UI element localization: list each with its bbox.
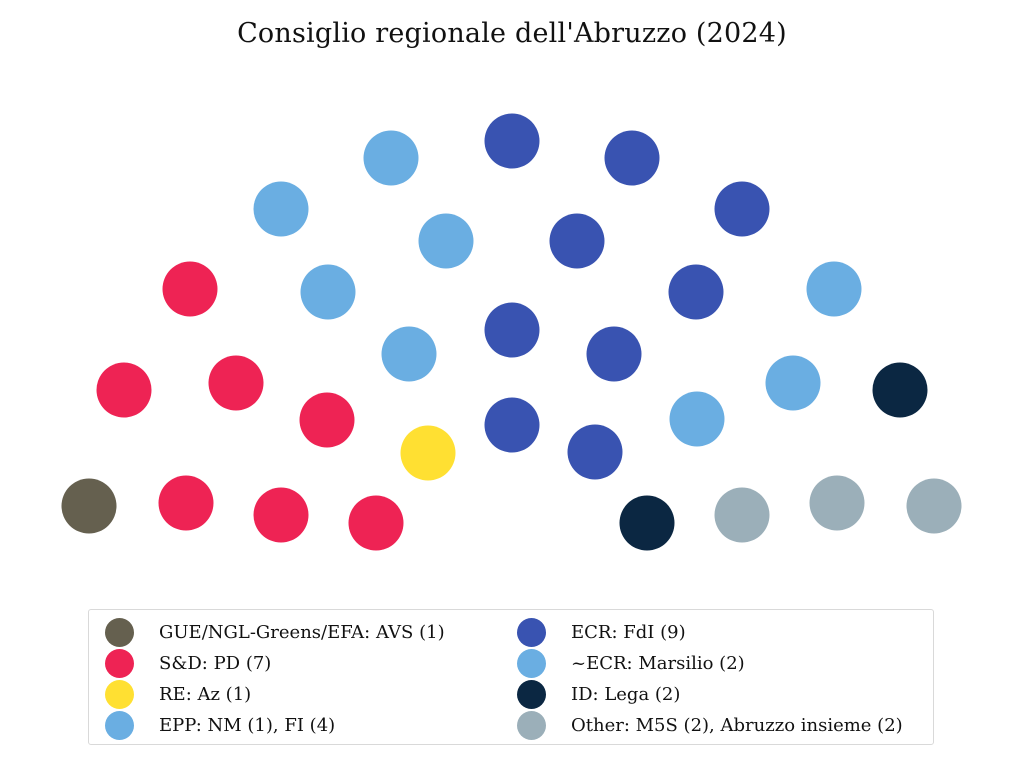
parliament-chart xyxy=(61,113,962,551)
seat xyxy=(363,130,419,186)
legend-swatch xyxy=(517,680,546,709)
seat xyxy=(809,475,865,531)
seat xyxy=(484,302,540,358)
legend-item: S&D: PD (7) xyxy=(105,648,445,679)
seat xyxy=(484,113,540,169)
legend-item: ID: Lega (2) xyxy=(517,679,903,710)
legend-item: GUE/NGL-Greens/EFA: AVS (1) xyxy=(105,617,445,648)
legend-label: S&D: PD (7) xyxy=(159,653,272,674)
seat xyxy=(669,391,725,447)
chart-legend: GUE/NGL-Greens/EFA: AVS (1) S&D: PD (7) RE… xyxy=(88,609,934,745)
legend-label: EPP: NM (1), FI (4) xyxy=(159,715,336,736)
legend-swatch xyxy=(517,649,546,678)
seat xyxy=(484,397,540,453)
seat xyxy=(348,495,404,551)
seat xyxy=(96,362,152,418)
seat xyxy=(604,130,660,186)
legend-label: RE: Az (1) xyxy=(159,684,252,705)
seat xyxy=(714,181,770,237)
seat xyxy=(253,181,309,237)
seat xyxy=(619,495,675,551)
seat xyxy=(872,362,928,418)
seat xyxy=(61,478,117,534)
legend-column-left: GUE/NGL-Greens/EFA: AVS (1) S&D: PD (7) RE… xyxy=(105,617,445,741)
legend-item: ~ECR: Marsilio (2) xyxy=(517,648,903,679)
legend-item: RE: Az (1) xyxy=(105,679,445,710)
legend-label: ID: Lega (2) xyxy=(571,684,681,705)
seat xyxy=(253,487,309,543)
seat xyxy=(714,487,770,543)
legend-swatch xyxy=(105,649,134,678)
seat xyxy=(162,261,218,317)
legend-label: ECR: FdI (9) xyxy=(571,622,686,643)
seat xyxy=(299,392,355,448)
seat xyxy=(381,326,437,382)
legend-swatch xyxy=(517,711,546,740)
legend-label: ~ECR: Marsilio (2) xyxy=(571,653,745,674)
seat xyxy=(300,264,356,320)
seat xyxy=(158,475,214,531)
seat xyxy=(586,326,642,382)
seat xyxy=(806,261,862,317)
legend-item: Other: M5S (2), Abruzzo insieme (2) xyxy=(517,710,903,741)
seat xyxy=(668,264,724,320)
seat xyxy=(418,213,474,269)
legend-item: EPP: NM (1), FI (4) xyxy=(105,710,445,741)
legend-swatch xyxy=(517,618,546,647)
legend-swatch xyxy=(105,618,134,647)
seat xyxy=(906,478,962,534)
seat xyxy=(567,424,623,480)
seat xyxy=(549,213,605,269)
seat xyxy=(765,355,821,411)
legend-swatch xyxy=(105,711,134,740)
legend-swatch xyxy=(105,680,134,709)
legend-label: GUE/NGL-Greens/EFA: AVS (1) xyxy=(159,622,445,643)
seat xyxy=(400,425,456,481)
legend-label: Other: M5S (2), Abruzzo insieme (2) xyxy=(571,715,903,736)
chart-title: Consiglio regionale dell'Abruzzo (2024) xyxy=(237,18,787,49)
legend-item: ECR: FdI (9) xyxy=(517,617,903,648)
legend-column-right: ECR: FdI (9) ~ECR: Marsilio (2) ID: Lega (… xyxy=(517,617,903,741)
seat xyxy=(208,355,264,411)
